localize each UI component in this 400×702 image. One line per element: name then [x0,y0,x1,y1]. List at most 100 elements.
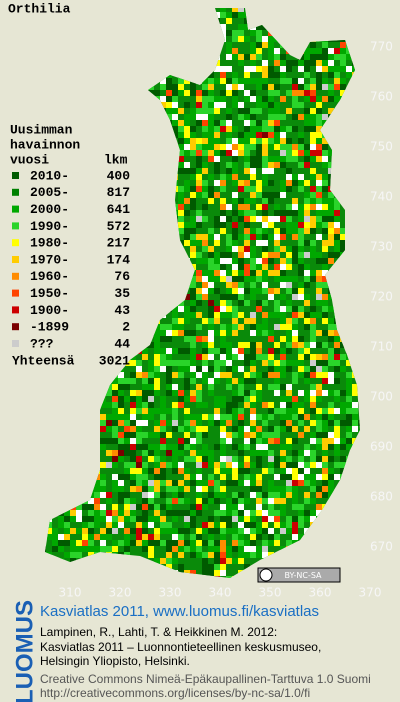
map-cell [268,90,274,96]
map-cell [172,492,178,498]
map-cell [196,450,202,456]
map-cell [148,456,154,462]
map-cell [214,270,220,276]
map-cell [298,432,304,438]
map-cell [310,228,316,234]
map-cell [280,408,286,414]
map-cell [178,156,184,162]
map-cell [160,414,166,420]
map-cell [208,108,214,114]
map-cell [334,210,340,216]
map-cell [190,390,196,396]
map-cell [148,468,154,474]
map-cell [328,324,334,330]
map-cell [196,222,202,228]
map-cell [322,420,328,426]
map-cell [262,174,268,180]
map-cell [250,552,256,558]
map-cell [256,264,262,270]
empty-cell [190,438,196,444]
map-cell [244,372,250,378]
map-cell [106,522,112,528]
map-cell [292,516,298,522]
map-cell [232,318,238,324]
map-cell [238,462,244,468]
map-cell [220,342,226,348]
map-cell [238,444,244,450]
map-cell [226,414,232,420]
map-cell [256,234,262,240]
map-cell [196,90,202,96]
map-cell [304,480,310,486]
map-cell [286,438,292,444]
map-cell [262,72,268,78]
map-cell [106,492,112,498]
map-cell [304,180,310,186]
map-cell [178,216,184,222]
empty-cell [352,426,358,432]
map-cell [244,288,250,294]
map-cell [166,336,172,342]
empty-cell [298,462,304,468]
map-cell [196,138,202,144]
map-cell [244,186,250,192]
map-cell [202,234,208,240]
empty-cell [316,510,322,516]
map-cell [256,384,262,390]
map-cell [352,384,358,390]
map-cell [328,354,334,360]
empty-cell [220,30,226,36]
map-cell [76,540,82,546]
map-cell [256,132,262,138]
map-cell [310,366,316,372]
map-cell [322,300,328,306]
map-cell [214,570,220,576]
map-cell [190,354,196,360]
map-cell [310,318,316,324]
map-cell [166,504,172,510]
map-cell [172,372,178,378]
map-cell [286,168,292,174]
map-cell [208,528,214,534]
empty-cell [232,138,238,144]
map-cell [346,438,352,444]
y-tick-label: 760 [370,90,393,104]
map-cell [298,282,304,288]
map-cell [112,540,118,546]
map-cell [190,174,196,180]
map-cell [208,300,214,306]
map-cell [316,72,322,78]
map-cell [214,552,220,558]
map-cell [82,522,88,528]
map-cell [160,504,166,510]
map-cell [322,222,328,228]
map-cell [244,180,250,186]
map-cell [136,438,142,444]
map-cell [238,246,244,252]
map-cell [190,288,196,294]
map-cell [310,96,316,102]
map-cell [220,186,226,192]
map-cell [310,276,316,282]
map-cell [244,318,250,324]
map-cell [292,378,298,384]
map-cell [238,36,244,42]
empty-cell [220,216,226,222]
map-cell [352,414,358,420]
map-cell [232,84,238,90]
map-cell [202,144,208,150]
map-cell [274,432,280,438]
map-cell [310,204,316,210]
map-cell [304,510,310,516]
map-cell [310,42,316,48]
map-cell [250,198,256,204]
map-cell [226,294,232,300]
map-cell [328,348,334,354]
map-cell [280,216,286,222]
map-cell [250,246,256,252]
map-cell [316,282,322,288]
empty-cell [322,156,328,162]
empty-cell [274,216,280,222]
map-cell [178,204,184,210]
map-cell [196,366,202,372]
